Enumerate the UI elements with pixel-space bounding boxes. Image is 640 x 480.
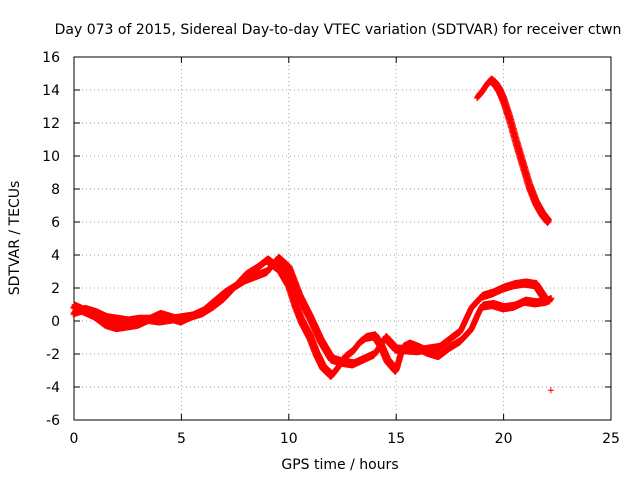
x-tick-label: 0 xyxy=(70,431,79,447)
y-tick-label: -2 xyxy=(46,347,60,363)
y-tick-label: 4 xyxy=(51,248,60,264)
plot-border xyxy=(73,56,612,421)
x-tick-label: 15 xyxy=(387,431,405,447)
y-tick-label: 6 xyxy=(51,215,60,231)
y-tick-labels: -6 -4 -2 0 2 4 6 8 10 12 14 16 xyxy=(42,50,60,429)
grid-lines xyxy=(74,57,611,420)
y-tick-label: 12 xyxy=(42,116,60,132)
y-tick-label: -4 xyxy=(46,380,60,396)
y-tick-label: -6 xyxy=(46,413,60,429)
y-tick-label: 14 xyxy=(42,83,60,99)
chart-title: Day 073 of 2015, Sidereal Day-to-day VTE… xyxy=(55,22,622,38)
y-tick-label: 16 xyxy=(42,50,60,66)
y-tick-label: 8 xyxy=(51,182,60,198)
x-tick-label: 5 xyxy=(177,431,186,447)
x-tick-label: 20 xyxy=(495,431,513,447)
y-tick-label: 10 xyxy=(42,149,60,165)
y-tick-label: 2 xyxy=(51,281,60,297)
x-tick-label: 25 xyxy=(602,431,620,447)
x-tick-labels: 0 5 10 15 20 25 xyxy=(70,431,620,447)
y-tick-label: 0 xyxy=(51,314,60,330)
axis-ticks xyxy=(73,56,612,421)
data-points xyxy=(70,75,555,394)
x-tick-label: 10 xyxy=(280,431,298,447)
